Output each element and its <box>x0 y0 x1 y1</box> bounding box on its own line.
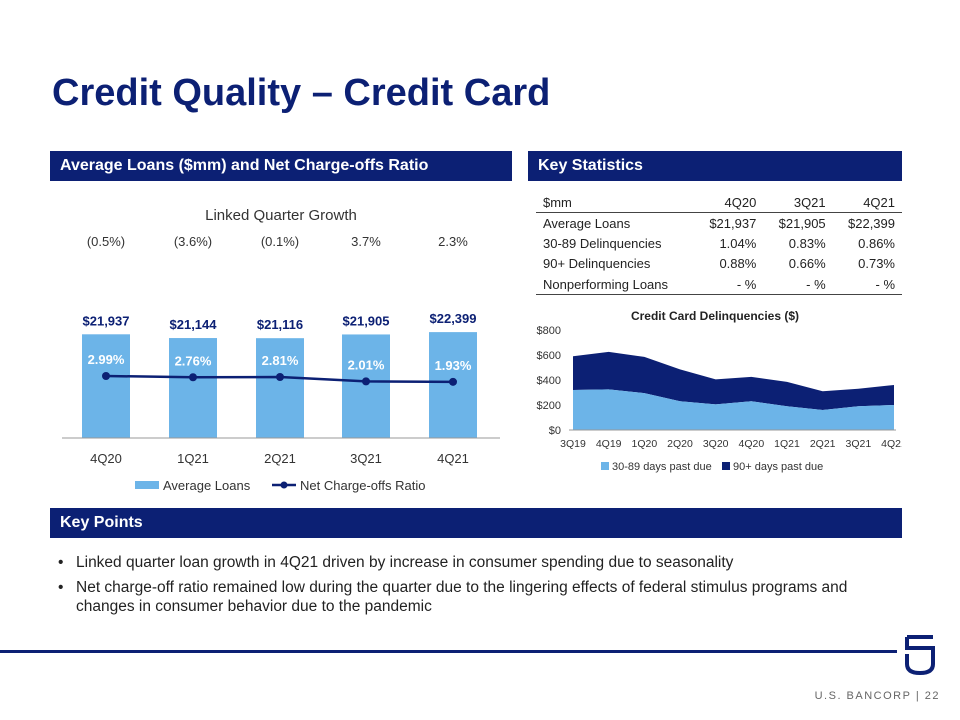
table-cell: $22,399 <box>848 215 895 231</box>
page-number: 22 <box>924 690 940 702</box>
footer-text: U.S. BANCORP | 22 <box>815 690 940 702</box>
x-tick-label: 4Q20 <box>90 451 122 466</box>
section-header-key-statistics: Key Statistics <box>528 151 902 181</box>
point-net-charge-offs <box>449 377 457 386</box>
legend-label-net-charge-offs: Net Charge-offs Ratio <box>300 478 426 493</box>
table-cell: 0.83% <box>788 235 826 251</box>
table-row: 30-89 Delinquencies 1.04% 0.83% 0.86% <box>536 233 902 254</box>
delinq-x-tick-label: 1Q20 <box>631 438 657 450</box>
table-cell: Average Loans <box>543 215 631 231</box>
key-points-list: Linked quarter loan growth in 4Q21 drive… <box>58 553 898 622</box>
page-title: Credit Quality – Credit Card <box>52 72 551 114</box>
growth-label: 2.3% <box>438 234 468 249</box>
table-cell: - % <box>694 274 764 295</box>
footer-rule <box>0 650 897 653</box>
key-statistics-table: $mm 4Q20 3Q21 4Q21 Average Loans $21,937 $21,… <box>536 192 902 295</box>
delinq-x-tick-label: 3Q19 <box>560 438 586 450</box>
bar-average-loans <box>342 334 390 438</box>
delinq-x-tick-label: 2Q21 <box>810 438 836 450</box>
average-loans-chart: Linked Quarter Growth (0.5%) (3.6%) (0.1%) 3… <box>62 207 500 493</box>
table-cell: $21,905 <box>778 215 826 231</box>
bar-value-label: $21,144 <box>170 317 218 332</box>
legend-swatch-30-89 <box>601 462 609 470</box>
bar-average-loans <box>82 334 130 438</box>
table-header-row: $mm 4Q20 3Q21 4Q21 <box>536 192 902 213</box>
y-tick-label: $600 <box>537 350 561 362</box>
chart-title: Linked Quarter Growth <box>205 207 357 224</box>
point-net-charge-offs <box>276 372 284 381</box>
point-net-charge-offs <box>189 373 197 382</box>
growth-label: (3.6%) <box>174 234 212 249</box>
y-tick-label: $200 <box>537 400 561 412</box>
x-tick-label: 1Q21 <box>177 451 209 466</box>
table-header-cell: $mm <box>536 192 694 213</box>
bar-average-loans <box>256 338 304 438</box>
legend-label-30-89: 30-89 days past due <box>612 461 712 473</box>
delinq-x-tick-label: 4Q21 <box>881 438 902 450</box>
table-header-cell: 4Q20 <box>694 192 764 213</box>
delinq-x-tick-label: 3Q20 <box>703 438 729 450</box>
growth-label: (0.5%) <box>87 234 125 249</box>
delinq-x-tick-label: 4Q19 <box>596 438 622 450</box>
bar-value-label: $21,905 <box>343 313 390 328</box>
table-cell: 0.66% <box>788 256 826 272</box>
table-cell: - % <box>832 274 902 295</box>
credit-card-delinquencies-chart: Credit Card Delinquencies ($) $0 $200 $400 $… <box>537 309 902 473</box>
table-cell: $21,937 <box>709 215 757 231</box>
delinq-x-tick-label: 4Q20 <box>738 438 764 450</box>
growth-label: (0.1%) <box>261 234 299 249</box>
legend-label-90-plus: 90+ days past due <box>733 461 823 473</box>
bar-value-label: $22,399 <box>430 311 477 326</box>
table-row: Average Loans $21,937 $21,905 $22,399 <box>536 213 902 234</box>
table-cell: 90+ Delinquencies <box>543 256 651 272</box>
key-point-item: Linked quarter loan growth in 4Q21 drive… <box>58 553 898 572</box>
table-header-cell: 4Q21 <box>832 192 902 213</box>
footer-separator: | <box>915 690 921 702</box>
section-header-average-loans: Average Loans ($mm) and Net Charge-offs … <box>50 151 512 181</box>
delinq-x-tick-label: 1Q21 <box>774 438 800 450</box>
y-tick-label: $800 <box>537 325 561 337</box>
table-cell: 1.04% <box>719 235 757 251</box>
bar-value-label: $21,937 <box>83 313 130 328</box>
legend-swatch-average-loans <box>135 481 159 489</box>
table-row: 90+ Delinquencies 0.88% 0.66% 0.73% <box>536 254 902 275</box>
key-point-item: Net charge-off ratio remained low during… <box>58 578 898 616</box>
delinq-x-tick-label: 2Q20 <box>667 438 693 450</box>
point-net-charge-offs <box>102 372 110 380</box>
x-tick-label: 2Q21 <box>264 451 296 466</box>
area-90-plus-days <box>573 351 894 410</box>
table-cell: 0.88% <box>719 256 757 272</box>
table-row: Nonperforming Loans - % - % - % <box>536 274 902 295</box>
growth-label: 3.7% <box>351 234 381 249</box>
area-30-89-days <box>573 389 894 430</box>
y-tick-label: $0 <box>549 425 561 437</box>
delinq-x-tick-label: 3Q21 <box>845 438 871 450</box>
table-cell: - % <box>763 274 833 295</box>
table-cell: Nonperforming Loans <box>536 274 694 295</box>
point-net-charge-offs <box>362 377 370 386</box>
legend-label-average-loans: Average Loans <box>163 478 251 493</box>
ratio-label: 1.93% <box>435 358 472 373</box>
ratio-label: 2.01% <box>348 357 385 372</box>
table-cell: 0.86% <box>858 235 895 251</box>
ratio-label: 2.76% <box>175 353 212 368</box>
bar-value-label: $21,116 <box>257 317 303 332</box>
delinq-chart-title: Credit Card Delinquencies ($) <box>631 309 799 323</box>
bar-average-loans <box>169 338 217 438</box>
ratio-label: 2.99% <box>88 352 125 367</box>
table-cell: 30-89 Delinquencies <box>543 235 662 251</box>
table-cell: 0.73% <box>858 256 895 272</box>
x-tick-label: 3Q21 <box>350 451 382 466</box>
legend-swatch-90-plus <box>722 462 730 470</box>
footer-company: U.S. BANCORP <box>814 690 912 702</box>
y-tick-label: $400 <box>537 375 561 387</box>
legend-marker-net-charge-offs <box>280 481 288 489</box>
usbancorp-shield-logo-icon <box>905 635 935 676</box>
x-tick-label: 4Q21 <box>437 451 469 466</box>
table-header-cell: 3Q21 <box>763 192 833 213</box>
section-header-key-points: Key Points <box>50 508 902 538</box>
ratio-label: 2.81% <box>262 353 299 368</box>
